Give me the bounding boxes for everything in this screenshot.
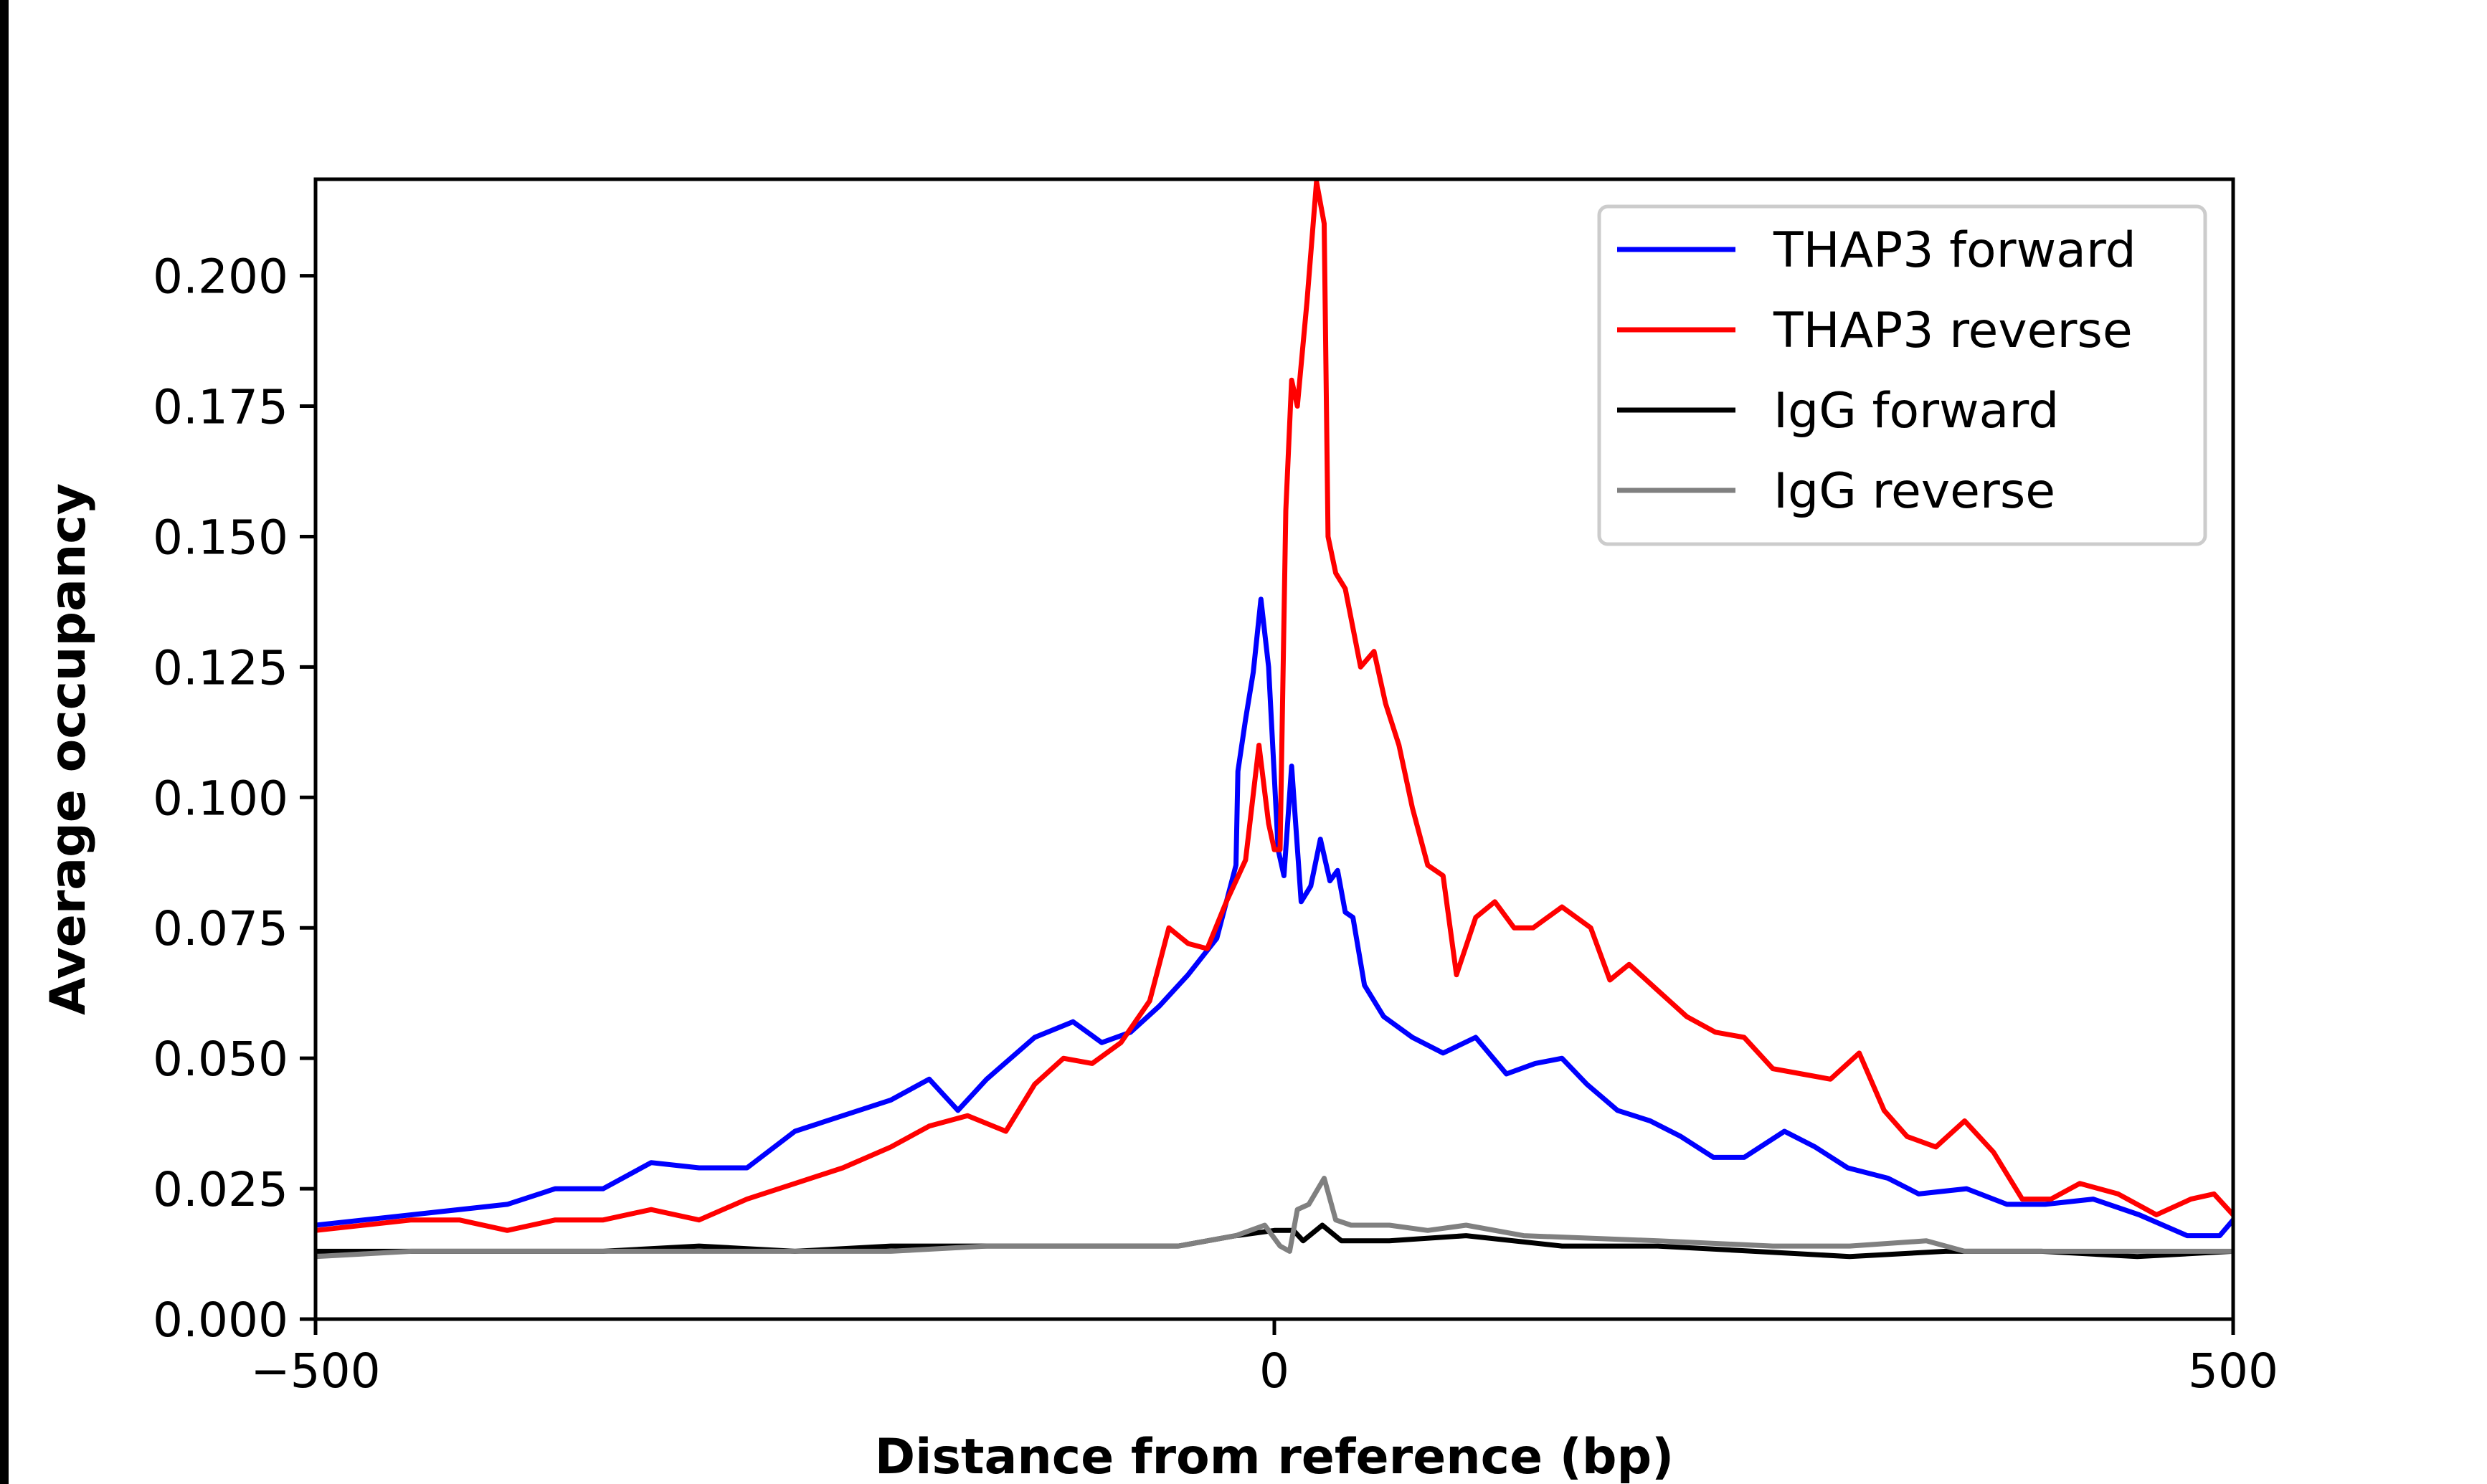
y-axis-label: Average occupancy [40,483,97,1015]
x-tick-label: −500 [250,1343,380,1399]
left-border [0,0,9,1484]
legend-label: IgG reverse [1773,463,2055,520]
y-tick-label: 0.150 [153,510,288,565]
x-axis: −500 0 500 [250,1319,2278,1399]
y-tick-label: 0.050 [153,1032,288,1087]
y-tick-label: 0.000 [153,1293,288,1348]
legend-label: THAP3 reverse [1773,303,2133,359]
legend-label: IgG forward [1773,383,2059,439]
series-lines [315,179,2235,1260]
legend: THAP3 forward THAP3 reverse IgG forward IgG… [1597,204,2207,546]
y-axis: 0.000 0.025 0.050 0.075 0.100 0.125 0.150 0.175… [153,249,316,1348]
legend-label: THAP3 forward [1773,222,2136,279]
legend-frame [1597,204,2207,546]
y-tick-label: 0.175 [153,380,288,435]
y-tick-label: 0.125 [153,640,288,695]
series-line-igg-reverse [315,1176,2233,1260]
x-tick-label: 500 [2188,1343,2278,1399]
y-tick-label: 0.100 [153,771,288,826]
y-tick-label: 0.075 [153,901,288,956]
x-tick-label: 0 [1259,1343,1289,1399]
series-line-igg-forward [316,1222,2234,1260]
y-tick-label: 0.025 [153,1162,288,1217]
series-line-thap3-reverse [315,179,2235,1233]
series-line-thap3-forward [315,596,2235,1239]
y-tick-label: 0.200 [153,249,288,305]
x-axis-label: Distance from reference (bp) [875,1429,1674,1484]
